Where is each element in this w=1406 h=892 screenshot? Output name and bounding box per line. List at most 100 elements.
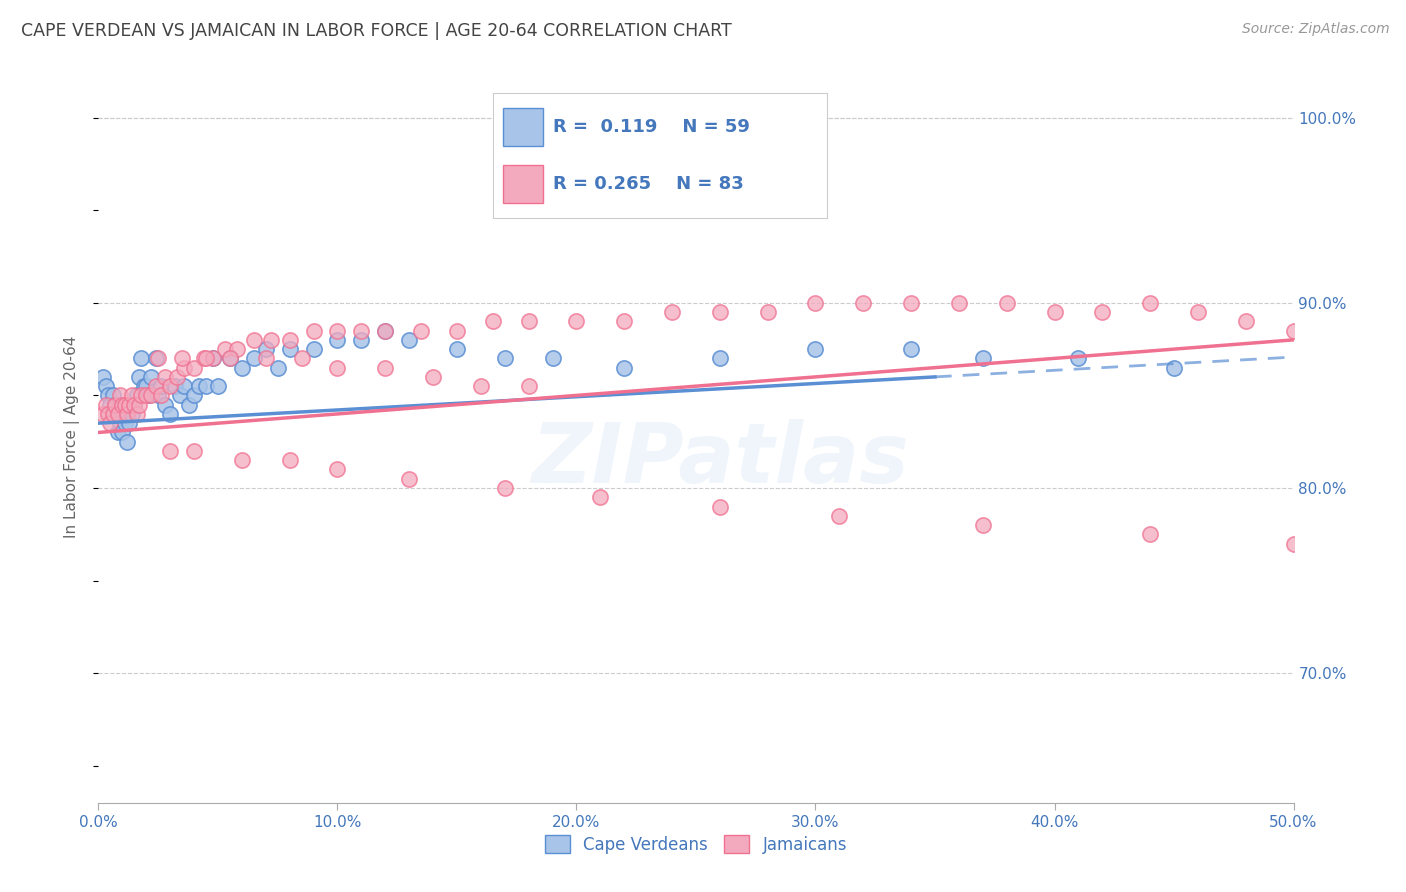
Point [972, 351, 994, 366]
Point [900, 295, 922, 310]
Point [91, 407, 114, 421]
Point [948, 295, 970, 310]
Point [115, 407, 138, 421]
Point [278, 342, 301, 356]
Point [207, 379, 229, 393]
Point [101, 407, 124, 421]
Point [613, 360, 636, 375]
Point [278, 333, 301, 347]
Point [132, 379, 155, 393]
Point [374, 324, 396, 338]
Point [398, 333, 420, 347]
Point [219, 351, 242, 366]
Point [202, 351, 225, 366]
Point [350, 324, 373, 338]
Point [104, 398, 127, 412]
Point [995, 295, 1018, 310]
Point [169, 388, 191, 402]
Point [446, 324, 468, 338]
Point [118, 398, 141, 412]
Point [852, 295, 875, 310]
Point [172, 351, 194, 366]
Point [114, 398, 136, 412]
Point [374, 360, 396, 375]
Point [193, 351, 215, 366]
Point [517, 314, 540, 328]
Legend: Cape Verdeans, Jamaicans: Cape Verdeans, Jamaicans [538, 829, 853, 860]
Point [481, 314, 505, 328]
Point [589, 490, 612, 504]
Point [202, 351, 225, 366]
Point [135, 388, 157, 402]
Point [111, 398, 134, 412]
Point [565, 314, 588, 328]
Point [131, 351, 153, 366]
Point [195, 351, 218, 366]
Point [1282, 536, 1305, 550]
Point [350, 333, 373, 347]
Point [91, 370, 114, 384]
Point [97, 388, 120, 402]
Point [179, 398, 201, 412]
Text: Source: ZipAtlas.com: Source: ZipAtlas.com [1241, 22, 1389, 37]
Y-axis label: In Labor Force | Age 20-64: In Labor Force | Age 20-64 [63, 336, 80, 538]
Point [148, 388, 170, 402]
Point [145, 351, 167, 366]
Point [155, 370, 177, 384]
Point [828, 508, 851, 523]
Point [94, 379, 117, 393]
Point [159, 407, 181, 421]
Point [756, 305, 779, 319]
Point [446, 342, 468, 356]
Point [114, 416, 136, 430]
Point [108, 416, 131, 430]
Point [214, 342, 236, 356]
Text: ZIPatlas: ZIPatlas [531, 418, 908, 500]
Point [804, 295, 827, 310]
Point [1187, 305, 1209, 319]
Point [107, 425, 129, 440]
Point [1067, 351, 1090, 366]
Point [267, 360, 290, 375]
Point [121, 407, 143, 421]
Point [291, 351, 314, 366]
Point [259, 333, 281, 347]
Point [326, 324, 349, 338]
Point [1091, 305, 1114, 319]
Point [183, 388, 205, 402]
Point [98, 398, 122, 412]
Point [243, 351, 266, 366]
Point [709, 305, 731, 319]
Point [148, 351, 170, 366]
Point [254, 342, 277, 356]
Point [104, 398, 127, 412]
Point [1163, 360, 1185, 375]
Point [173, 360, 195, 375]
Point [398, 472, 420, 486]
Point [804, 342, 827, 356]
Point [135, 379, 157, 393]
Point [149, 388, 172, 402]
Point [131, 388, 153, 402]
Point [125, 407, 148, 421]
Point [183, 444, 205, 458]
Point [159, 444, 181, 458]
Point [101, 407, 124, 421]
Point [187, 379, 209, 393]
Point [661, 305, 683, 319]
Point [709, 351, 731, 366]
Point [1043, 305, 1066, 319]
Point [94, 398, 117, 412]
Point [163, 379, 186, 393]
Point [118, 416, 141, 430]
Point [374, 324, 396, 338]
Point [1139, 527, 1161, 541]
Point [517, 379, 540, 393]
Point [111, 425, 134, 440]
Point [231, 360, 253, 375]
Point [494, 351, 516, 366]
Point [302, 324, 325, 338]
Point [139, 388, 162, 402]
Point [195, 379, 218, 393]
Point [155, 398, 177, 412]
